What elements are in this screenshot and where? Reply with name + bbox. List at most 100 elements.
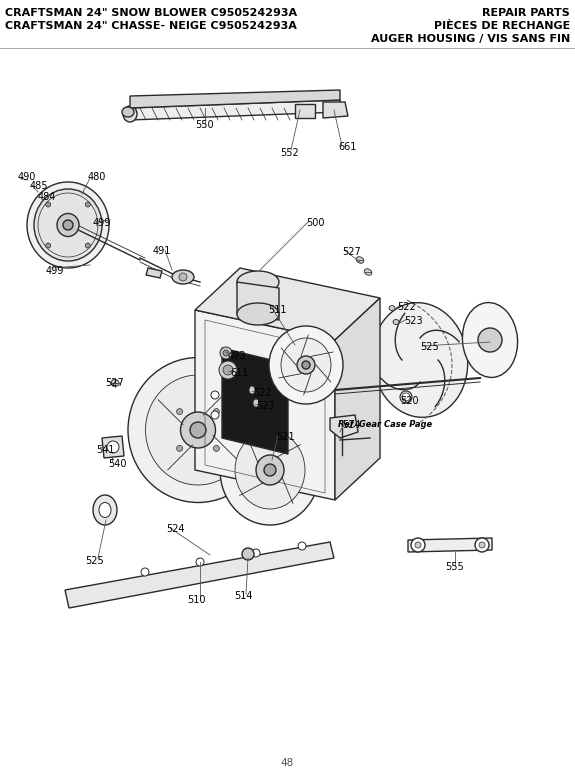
Text: 491: 491 <box>153 246 171 256</box>
Text: 521: 521 <box>276 432 294 442</box>
Text: 540: 540 <box>108 459 126 469</box>
Polygon shape <box>222 348 288 454</box>
Text: 493: 493 <box>228 351 246 361</box>
Polygon shape <box>195 268 380 340</box>
Text: REPAIR PARTS: REPAIR PARTS <box>482 8 570 18</box>
Text: 500: 500 <box>306 218 324 228</box>
Ellipse shape <box>249 386 255 394</box>
Circle shape <box>475 538 489 552</box>
Text: 523: 523 <box>404 316 423 326</box>
Text: 499: 499 <box>93 218 112 228</box>
Ellipse shape <box>302 361 310 369</box>
Ellipse shape <box>297 356 315 374</box>
Ellipse shape <box>264 464 276 476</box>
Circle shape <box>298 542 306 550</box>
Circle shape <box>252 549 260 557</box>
Polygon shape <box>65 542 334 608</box>
Polygon shape <box>323 102 348 118</box>
Text: 525: 525 <box>86 556 105 566</box>
Text: CRAFTSMAN 24" SNOW BLOWER C950524293A: CRAFTSMAN 24" SNOW BLOWER C950524293A <box>5 8 297 18</box>
Text: 523: 523 <box>256 401 275 411</box>
Ellipse shape <box>237 271 279 293</box>
Text: 552: 552 <box>281 148 300 158</box>
Text: 522: 522 <box>397 302 416 312</box>
Ellipse shape <box>253 399 259 407</box>
Circle shape <box>45 243 51 248</box>
Circle shape <box>478 328 502 352</box>
Ellipse shape <box>389 306 395 310</box>
Circle shape <box>213 409 220 415</box>
Text: 524: 524 <box>166 524 185 534</box>
Text: CRAFTSMAN 24" CHASSE- NEIGE C950524293A: CRAFTSMAN 24" CHASSE- NEIGE C950524293A <box>5 21 297 31</box>
Text: 499: 499 <box>46 266 64 276</box>
Ellipse shape <box>400 391 412 403</box>
Text: 611: 611 <box>230 368 248 378</box>
Text: 550: 550 <box>196 120 214 130</box>
Text: 490: 490 <box>18 172 36 182</box>
Circle shape <box>141 568 149 576</box>
Text: 525: 525 <box>420 342 439 352</box>
Ellipse shape <box>364 269 372 276</box>
Text: 527: 527 <box>105 378 124 388</box>
Text: 484: 484 <box>38 192 56 202</box>
Ellipse shape <box>34 189 102 261</box>
Text: 541: 541 <box>96 445 114 455</box>
Circle shape <box>85 243 90 248</box>
Polygon shape <box>295 104 315 118</box>
Circle shape <box>211 411 219 419</box>
Text: Ref. Gear Case Page: Ref. Gear Case Page <box>338 420 432 429</box>
Circle shape <box>402 393 410 401</box>
Ellipse shape <box>145 375 251 485</box>
Polygon shape <box>102 436 124 458</box>
Ellipse shape <box>235 431 305 509</box>
Ellipse shape <box>181 412 216 448</box>
Circle shape <box>223 350 229 356</box>
Ellipse shape <box>93 495 117 525</box>
Circle shape <box>223 365 233 375</box>
Text: 524: 524 <box>342 420 361 430</box>
Polygon shape <box>237 282 279 320</box>
Text: 514: 514 <box>234 591 252 601</box>
Text: 511: 511 <box>268 305 286 315</box>
Circle shape <box>219 361 237 379</box>
Circle shape <box>177 445 183 451</box>
Polygon shape <box>195 310 335 500</box>
Circle shape <box>415 542 421 548</box>
Circle shape <box>220 347 232 359</box>
Text: 527: 527 <box>342 247 361 257</box>
Polygon shape <box>146 268 162 278</box>
Circle shape <box>45 202 51 207</box>
Ellipse shape <box>190 422 206 438</box>
Text: 520: 520 <box>400 396 419 406</box>
Circle shape <box>211 391 219 399</box>
Text: 48: 48 <box>281 758 294 768</box>
Ellipse shape <box>462 303 518 378</box>
Polygon shape <box>130 90 340 108</box>
Circle shape <box>85 202 90 207</box>
Text: PIÈCES DE RECHANGE: PIÈCES DE RECHANGE <box>434 21 570 31</box>
Ellipse shape <box>63 220 73 230</box>
Text: 661: 661 <box>338 142 356 152</box>
Text: 510: 510 <box>187 595 205 605</box>
Ellipse shape <box>27 182 109 268</box>
Polygon shape <box>335 298 380 500</box>
Ellipse shape <box>269 326 343 404</box>
Ellipse shape <box>122 107 134 117</box>
Polygon shape <box>130 100 340 120</box>
Polygon shape <box>330 415 358 438</box>
Text: 485: 485 <box>30 181 48 191</box>
Ellipse shape <box>111 379 119 386</box>
Ellipse shape <box>281 338 331 392</box>
Circle shape <box>242 548 254 560</box>
Ellipse shape <box>99 502 111 518</box>
Circle shape <box>107 441 119 453</box>
Ellipse shape <box>128 358 268 502</box>
Circle shape <box>179 273 187 281</box>
Ellipse shape <box>123 106 137 122</box>
Circle shape <box>479 542 485 548</box>
Circle shape <box>196 558 204 566</box>
Text: AUGER HOUSING / VIS SANS FIN: AUGER HOUSING / VIS SANS FIN <box>371 34 570 44</box>
Text: 555: 555 <box>446 562 465 572</box>
Ellipse shape <box>356 257 364 263</box>
Text: 522: 522 <box>253 388 272 398</box>
